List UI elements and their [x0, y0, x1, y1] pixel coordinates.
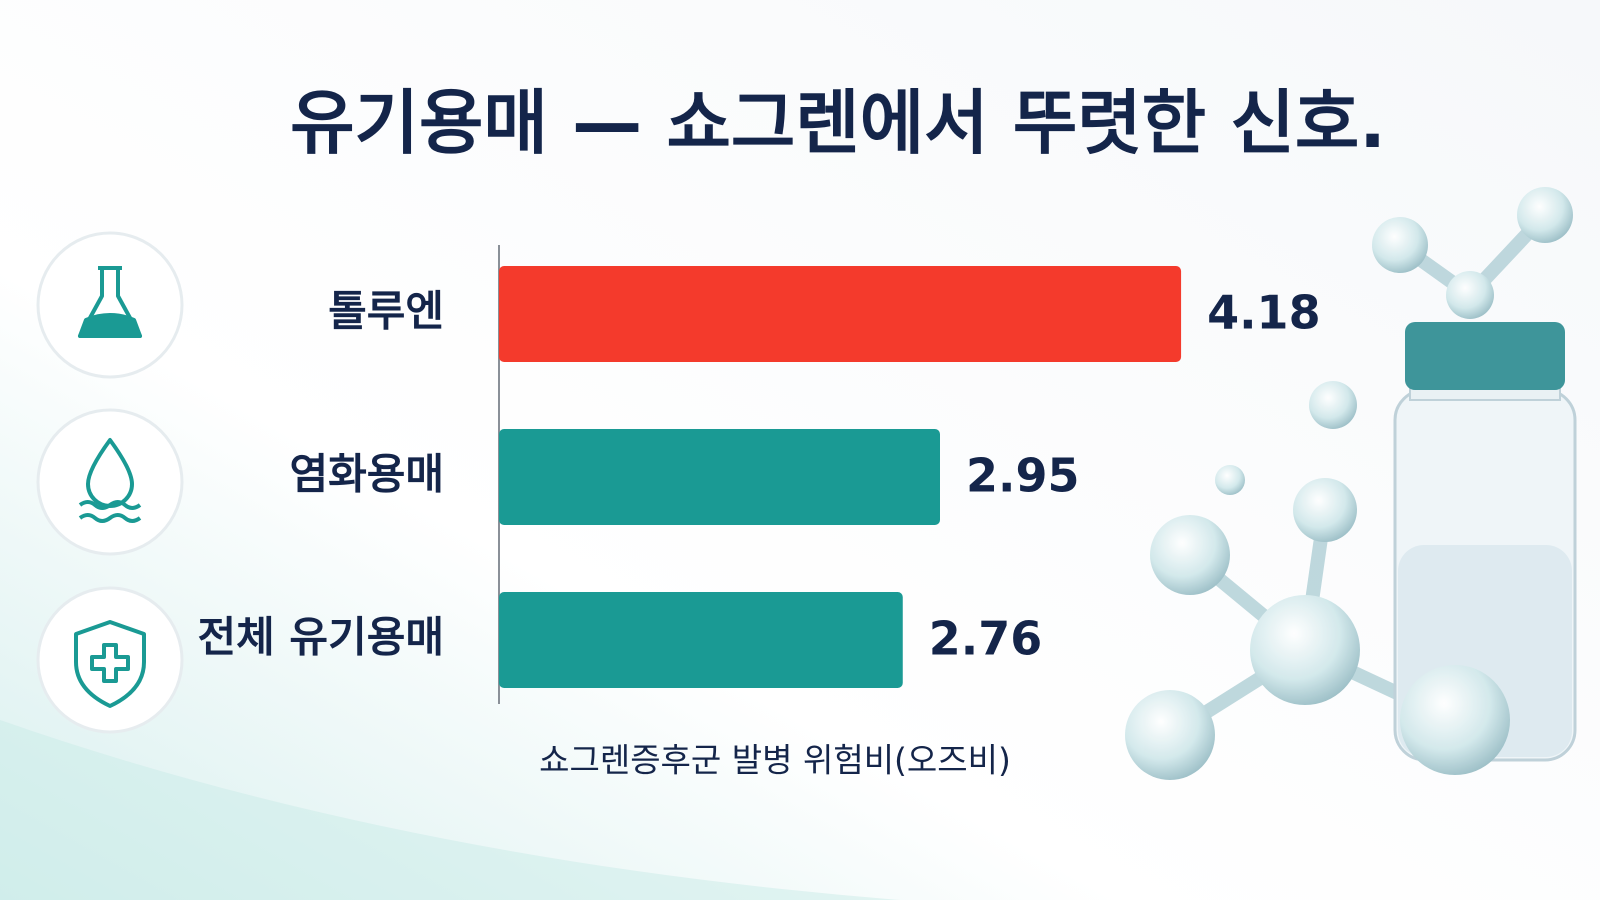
bar	[499, 429, 940, 525]
category-label: 염화용매	[289, 450, 444, 499]
value-label: 2.95	[966, 449, 1080, 503]
chart-title: 유기용매 — 쇼그렌에서 뚜렷한 신호.	[290, 82, 1386, 164]
category-label: 전체 유기용매	[198, 613, 444, 662]
bar	[499, 592, 903, 688]
bar	[499, 266, 1182, 362]
icons	[36, 231, 184, 734]
wave	[0, 720, 900, 900]
x-axis-label: 쇼그렌증후군 발병 위험비(오즈비)	[539, 741, 1011, 780]
value-label: 2.76	[929, 612, 1043, 666]
value-label: 4.18	[1207, 286, 1321, 340]
category-label: 톨루엔	[328, 287, 444, 336]
decoration	[1125, 187, 1577, 780]
